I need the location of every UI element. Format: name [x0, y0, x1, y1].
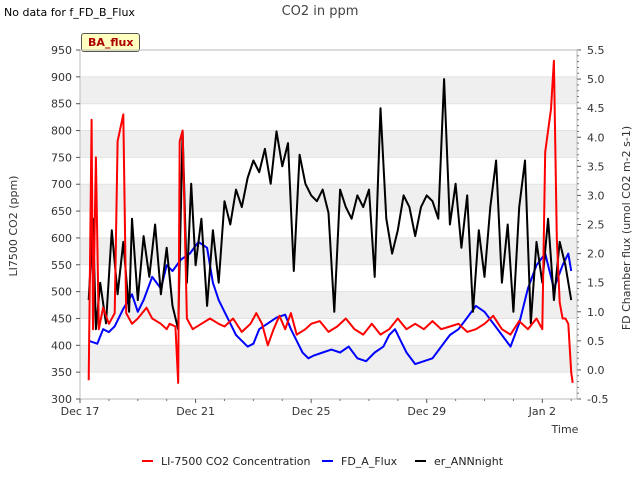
x-tick-label: Jan 2 — [528, 405, 556, 418]
background-band — [80, 184, 577, 212]
y-right-tick-label: 1.0 — [587, 306, 605, 319]
background-bands — [80, 76, 577, 373]
x-tick-label: Dec 25 — [292, 405, 331, 418]
y-right-tick-label: 3.5 — [587, 160, 605, 173]
series-line-0 — [87, 59, 574, 384]
y-tick-label: 400 — [51, 339, 72, 352]
background-band — [80, 345, 577, 373]
y-tick-label: 700 — [51, 178, 72, 191]
legend: LI-7500 CO2 Concentration FD_A_Flux er_ANN… — [142, 455, 504, 468]
background-band — [80, 130, 577, 158]
y-right-tick-label: 1.5 — [587, 277, 605, 290]
legend-label: er_ANNnight — [434, 455, 504, 468]
y-tick-label: 350 — [51, 366, 72, 379]
no-data-note: No data for f_FD_B_Flux — [4, 6, 135, 19]
y-right-tick-label: 2.0 — [587, 248, 605, 261]
legend-label: FD_A_Flux — [341, 455, 398, 468]
y-right-tick-label: 0.0 — [587, 364, 605, 377]
y-right-tick-label: -0.5 — [587, 393, 608, 406]
y-tick-label: 650 — [51, 205, 72, 218]
y-right-tick-label: 5.0 — [587, 73, 605, 86]
background-band — [80, 237, 577, 265]
y-tick-label: 850 — [51, 98, 72, 111]
x-tick-label: Dec 17 — [61, 405, 100, 418]
series-lines — [87, 59, 574, 384]
series-line-1 — [88, 240, 573, 366]
y-right-tick-label: 3.0 — [587, 189, 605, 202]
y-tick-label: 500 — [51, 286, 72, 299]
y-right-tick-label: 4.5 — [587, 102, 605, 115]
y-tick-label: 900 — [51, 71, 72, 84]
y-tick-label: 750 — [51, 151, 72, 164]
background-band — [80, 76, 577, 104]
x-axis-label: Time — [551, 423, 579, 436]
x-tick-label: Dec 21 — [176, 405, 215, 418]
legend-label: LI-7500 CO2 Concentration — [161, 455, 311, 468]
y-right-tick-label: 0.5 — [587, 335, 605, 348]
y-right-tick-label: 4.0 — [587, 131, 605, 144]
y-tick-label: 450 — [51, 312, 72, 325]
left-axis-ticks: 300 350 400 450 500 550 600 650 700 750 800 850 900 9… — [51, 44, 80, 406]
right-axis-ticks: -0.5 0.0 0.5 1.0 1.5 2.0 2.5 3.0 3.5 4.0 4.5 5.0 5.5 — [577, 44, 608, 406]
left-axis-label: LI7500 CO2 (ppm) — [7, 176, 20, 277]
x-axis-ticks: Dec 17 Dec 21 Dec 25 Dec 29 Jan 2 — [61, 399, 572, 418]
y-right-tick-label: 2.5 — [587, 219, 605, 232]
y-right-tick-label: 5.5 — [587, 44, 605, 57]
x-tick-label: Dec 29 — [407, 405, 446, 418]
right-axis-label: FD Chamber flux (umol CO2 m-2 s-1) — [620, 126, 633, 330]
y-tick-label: 800 — [51, 125, 72, 138]
background-band — [80, 291, 577, 319]
chart-title: CO2 in ppm — [282, 4, 359, 19]
series-line-2 — [87, 78, 573, 331]
y-tick-label: 950 — [51, 44, 72, 57]
y-tick-label: 600 — [51, 232, 72, 245]
y-tick-label: 300 — [51, 393, 72, 406]
site-badge: BA_flux — [81, 33, 141, 52]
y-tick-label: 550 — [51, 259, 72, 272]
